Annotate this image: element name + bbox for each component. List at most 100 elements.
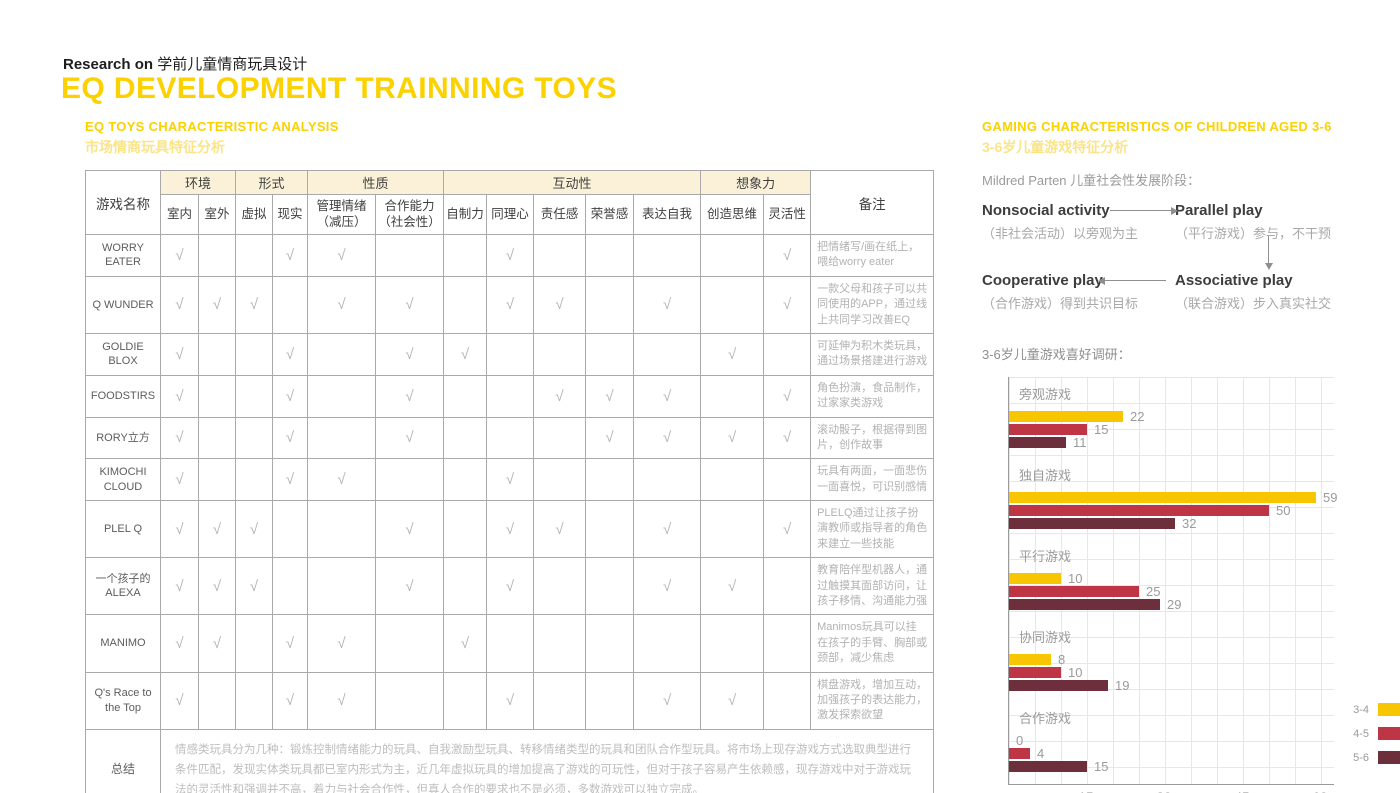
remark-cell: Manimos玩具可以挂在孩子的手臂、胸部或颈部，减少焦虑 xyxy=(810,614,935,673)
check-cell-empty xyxy=(272,275,309,334)
check-cell-checked: √ xyxy=(272,416,309,460)
chart-bar-row: 50 xyxy=(1009,504,1334,517)
chart-category-label: 独自游戏 xyxy=(1019,468,1072,483)
check-cell-checked: √ xyxy=(585,416,635,460)
check-cell-empty xyxy=(585,557,635,616)
eq-toys-table: 游戏名称 环境 形式 性质 互动性 想象力 备注 室内 室外 虚拟 现实 管理情绪（减压） 合作能力（社… xyxy=(85,170,935,793)
check-cell-checked: √ xyxy=(197,614,237,673)
check-cell-checked: √ xyxy=(633,374,702,418)
legend-item: 5-6 xyxy=(1353,751,1400,764)
game-name-cell: PLEL Q xyxy=(85,500,161,559)
check-cell-empty xyxy=(443,500,488,559)
check-cell-checked: √ xyxy=(633,671,702,730)
flow-node-nonsocial-title: Nonsocial activity xyxy=(982,202,1110,219)
check-cell-empty xyxy=(585,500,635,559)
remark-cell: 玩具有两面，一面悲伤一面喜悦，可识别感情 xyxy=(810,458,935,502)
table-row: GOLDIE BLOX √ √ √ √ √ 可延伸为积木类玩具，通过场景搭建进行游戏 xyxy=(85,332,935,376)
column-group-header: 性质 xyxy=(307,170,445,195)
flow-node-cooperative-title: Cooperative play xyxy=(982,272,1103,289)
chart-bar-row: 32 xyxy=(1009,517,1334,530)
subcolumn-header: 自制力 xyxy=(443,194,488,235)
table-row: WORRY EATER √ √ √ √ √ 把情绪写/画在纸上，喂给worry eater xyxy=(85,234,935,277)
flow-node-nonsocial: Nonsocial activity （非社会活动）以旁观为主 xyxy=(982,202,1172,242)
check-cell-empty xyxy=(375,671,445,730)
check-cell-empty xyxy=(533,458,587,502)
check-cell-empty xyxy=(235,614,274,673)
left-heading-zh: 市场情商玩具特征分析 xyxy=(85,139,225,155)
check-cell-empty xyxy=(700,614,765,673)
subcolumn-header: 表达自我 xyxy=(633,194,702,235)
chart-category-label: 合作游戏 xyxy=(1019,711,1072,726)
legend-swatch-icon xyxy=(1378,751,1400,764)
chart-bar-row: 0 xyxy=(1009,733,1334,748)
subcolumn-header: 虚拟 xyxy=(235,194,274,235)
chart-category-label: 旁观游戏 xyxy=(1019,387,1072,402)
check-cell-checked: √ xyxy=(443,614,488,673)
chart-bar-value: 59 xyxy=(1323,490,1338,505)
chart-bar-row: 15 xyxy=(1009,423,1334,436)
flow-node-associative: Associative play （联合游戏）步入真实社交 xyxy=(1175,272,1365,312)
table-row: Q WUNDER √ √ √ √ √ √ √ √ √ 一款父母和孩子可以共同使用的APP，通过线上共… xyxy=(85,275,935,334)
check-cell-checked: √ xyxy=(307,671,377,730)
summary-label-cell: 总结 xyxy=(85,728,161,793)
check-cell-empty xyxy=(272,500,309,559)
check-cell-empty xyxy=(763,332,812,376)
table-row: PLEL Q √ √ √ √ √ √ √ √ PLELQ通过让孩子扮演教师或指导者的角色来建立一些… xyxy=(85,500,935,559)
parten-flow-diagram: Nonsocial activity （非社会活动）以旁观为主 Parallel… xyxy=(982,202,1394,334)
check-cell-checked: √ xyxy=(375,275,445,334)
check-cell-empty xyxy=(197,458,237,502)
chart-bar-value: 22 xyxy=(1130,409,1145,424)
check-cell-empty xyxy=(443,557,488,616)
chart-bar xyxy=(1009,437,1066,448)
chart-bar-value: 29 xyxy=(1167,597,1182,612)
check-cell-checked: √ xyxy=(160,275,199,334)
check-cell-checked: √ xyxy=(160,500,199,559)
check-cell-checked: √ xyxy=(533,275,587,334)
chart-bar-value: 0 xyxy=(1016,733,1024,748)
check-cell-checked: √ xyxy=(533,374,587,418)
check-cell-checked: √ xyxy=(272,374,309,418)
chart-bar xyxy=(1009,667,1061,678)
chart-bar-value: 19 xyxy=(1115,678,1130,693)
chart-bar-value: 11 xyxy=(1073,435,1087,450)
chart-bar-row: 11 xyxy=(1009,435,1334,450)
check-cell-empty xyxy=(700,234,765,277)
game-name-cell: Q's Race to the Top xyxy=(85,671,161,730)
check-cell-empty xyxy=(533,671,587,730)
section-gaming-characteristics: GAMING CHARACTERISTICS OF CHILDREN AGED … xyxy=(982,119,1400,793)
chart-group: 平行游戏 10 25 29 xyxy=(1009,546,1334,624)
flow-node-associative-title: Associative play xyxy=(1175,272,1293,289)
table-header-group-row: 游戏名称 环境 形式 性质 互动性 想象力 备注 xyxy=(85,170,935,235)
check-cell-empty xyxy=(235,234,274,277)
breadcrumb-en: Research on xyxy=(63,56,154,73)
chart-category-label: 平行游戏 xyxy=(1019,549,1072,564)
check-cell-empty xyxy=(486,374,535,418)
check-cell-checked: √ xyxy=(235,275,274,334)
check-cell-checked: √ xyxy=(585,374,635,418)
chart-bar xyxy=(1009,654,1051,665)
check-cell-checked: √ xyxy=(235,500,274,559)
table-row: MANIMO √ √ √ √ √ Manimos玩具可以挂在孩子的手臂、胸部或颈部，减少焦虑 xyxy=(85,614,935,673)
subcolumn-header: 合作能力（社会性） xyxy=(375,194,445,235)
flow-node-parallel: Parallel play （平行游戏）参与，不干预 xyxy=(1175,202,1365,242)
chart-bar-row: 19 xyxy=(1009,678,1334,693)
check-cell-empty xyxy=(307,500,377,559)
check-cell-empty xyxy=(763,671,812,730)
check-cell-empty xyxy=(197,416,237,460)
check-cell-empty xyxy=(197,234,237,277)
check-cell-checked: √ xyxy=(533,500,587,559)
game-name-header: 游戏名称 xyxy=(85,170,161,235)
subcolumn-header: 管理情绪（减压） xyxy=(307,194,377,235)
chart-category-label: 协同游戏 xyxy=(1019,630,1072,645)
check-cell-empty xyxy=(443,374,488,418)
chart-group: 旁观游戏 22 15 11 xyxy=(1009,384,1334,462)
chart-bar-value: 4 xyxy=(1037,746,1045,761)
check-cell-checked: √ xyxy=(633,557,702,616)
remark-header: 备注 xyxy=(810,170,935,235)
chart-group: 合作游戏 0 4 15 xyxy=(1009,708,1334,786)
check-cell-checked: √ xyxy=(486,234,535,277)
chart-bar-row: 10 xyxy=(1009,572,1334,585)
chart-bar xyxy=(1009,573,1061,584)
check-cell-empty xyxy=(533,614,587,673)
